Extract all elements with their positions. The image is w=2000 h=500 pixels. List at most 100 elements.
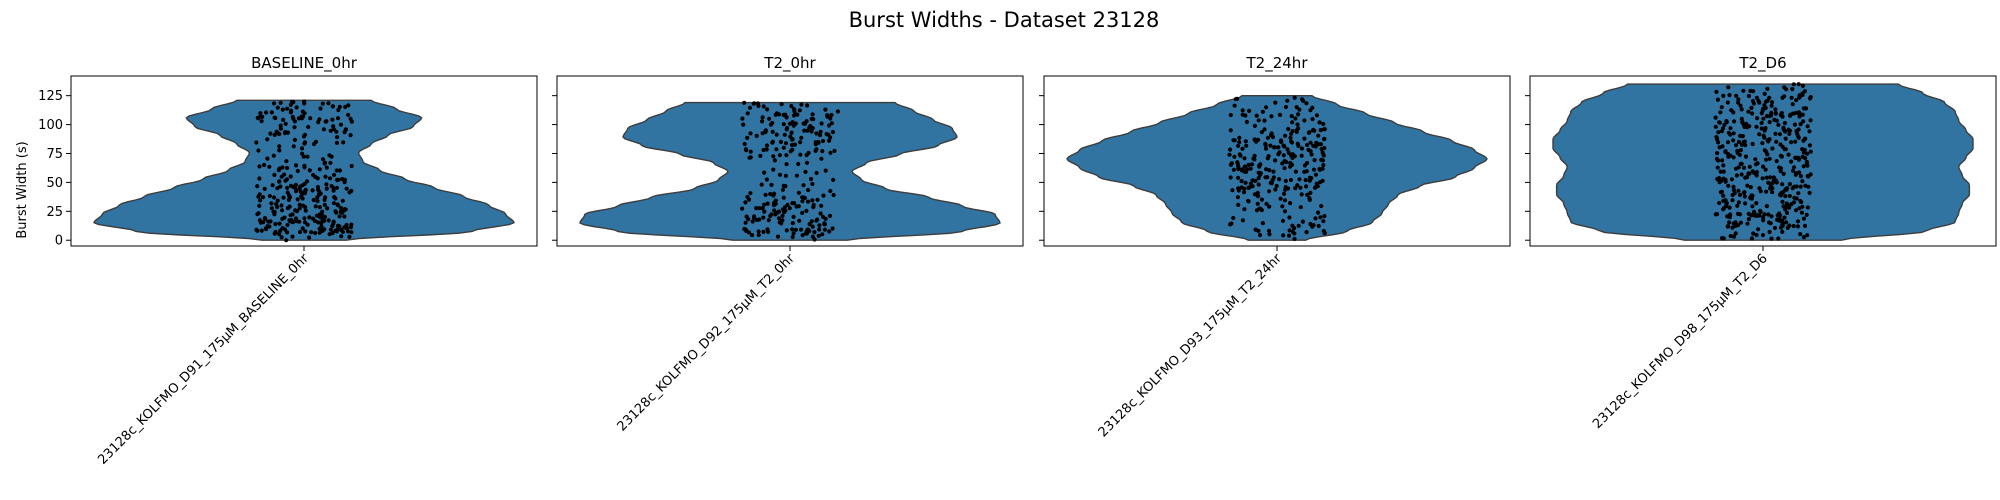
panel-title: BASELINE_0hr <box>251 54 358 73</box>
data-point <box>1796 191 1801 196</box>
data-point <box>327 153 332 158</box>
data-point <box>1727 220 1732 225</box>
data-point <box>255 184 260 189</box>
data-point <box>311 197 316 203</box>
data-point <box>781 183 786 188</box>
data-point <box>1305 142 1310 148</box>
data-point <box>1284 160 1289 165</box>
data-point <box>337 224 342 229</box>
data-point <box>1770 146 1775 151</box>
data-point <box>335 202 340 207</box>
data-point <box>1743 154 1749 159</box>
data-point <box>1728 233 1733 239</box>
data-point <box>1760 176 1765 181</box>
data-point <box>1720 144 1725 149</box>
data-point <box>746 230 752 235</box>
data-point <box>1760 233 1766 238</box>
data-point <box>1287 215 1292 220</box>
data-point <box>271 153 276 158</box>
data-point <box>341 140 346 145</box>
data-point <box>1720 126 1726 131</box>
data-point <box>325 206 330 211</box>
data-point <box>796 190 802 195</box>
data-point <box>1268 143 1273 148</box>
data-point <box>1252 192 1257 197</box>
data-point <box>1796 127 1801 132</box>
data-point <box>300 114 306 119</box>
data-point <box>1783 207 1788 212</box>
data-point <box>808 176 814 182</box>
data-point <box>1311 143 1316 148</box>
data-point <box>334 229 339 234</box>
data-point <box>1316 210 1321 215</box>
data-point <box>317 205 322 210</box>
data-point <box>817 133 823 138</box>
data-point <box>349 188 354 193</box>
data-point <box>1754 95 1759 100</box>
data-point <box>805 199 811 204</box>
data-point <box>1780 182 1785 187</box>
data-point <box>782 132 787 137</box>
data-point <box>1751 231 1756 236</box>
data-point <box>1786 152 1791 157</box>
data-point <box>761 104 766 109</box>
data-point <box>1288 177 1294 183</box>
data-point <box>759 182 764 187</box>
data-point <box>740 206 745 211</box>
data-point <box>1318 128 1323 133</box>
data-point <box>1308 149 1313 154</box>
data-point <box>1734 93 1739 98</box>
data-point <box>1798 174 1803 179</box>
data-point <box>1240 146 1245 151</box>
data-point <box>326 218 331 223</box>
data-point <box>1295 183 1300 188</box>
data-point <box>1280 161 1285 166</box>
data-point <box>282 227 288 232</box>
data-point <box>1254 113 1259 118</box>
data-point <box>302 216 307 221</box>
data-point <box>1739 107 1744 112</box>
data-point <box>328 160 333 165</box>
data-point <box>344 226 349 231</box>
data-point <box>1280 204 1285 209</box>
data-point <box>1321 163 1326 168</box>
data-point <box>1800 91 1805 96</box>
data-point <box>264 110 269 115</box>
data-point <box>1319 157 1324 162</box>
data-point <box>340 198 345 203</box>
data-point <box>1731 110 1736 115</box>
data-point <box>1750 111 1755 116</box>
data-point <box>1782 215 1787 220</box>
data-point <box>1805 124 1810 129</box>
data-point <box>740 116 745 121</box>
data-point <box>1322 136 1327 141</box>
data-point <box>1735 203 1740 208</box>
data-point <box>1747 164 1752 169</box>
data-point <box>1739 116 1744 121</box>
data-point <box>756 232 761 238</box>
data-point <box>1797 95 1802 100</box>
data-point <box>1785 186 1790 191</box>
data-point <box>281 117 286 122</box>
data-point <box>785 202 790 207</box>
data-point <box>1715 151 1720 156</box>
data-point <box>1272 145 1277 150</box>
data-point <box>279 235 284 240</box>
data-point <box>1721 176 1726 181</box>
data-point <box>297 206 302 211</box>
data-point <box>770 129 775 134</box>
data-point <box>1321 228 1326 234</box>
data-point <box>324 182 329 187</box>
data-point <box>323 174 328 179</box>
data-point <box>338 227 344 232</box>
data-point <box>810 112 815 117</box>
data-point <box>814 131 819 136</box>
data-point <box>1746 93 1751 99</box>
data-point <box>771 154 776 159</box>
data-point <box>1787 131 1792 136</box>
data-point <box>312 218 318 224</box>
data-point <box>820 149 825 154</box>
data-point <box>320 157 326 162</box>
data-point <box>790 227 795 232</box>
data-point <box>1726 130 1731 135</box>
